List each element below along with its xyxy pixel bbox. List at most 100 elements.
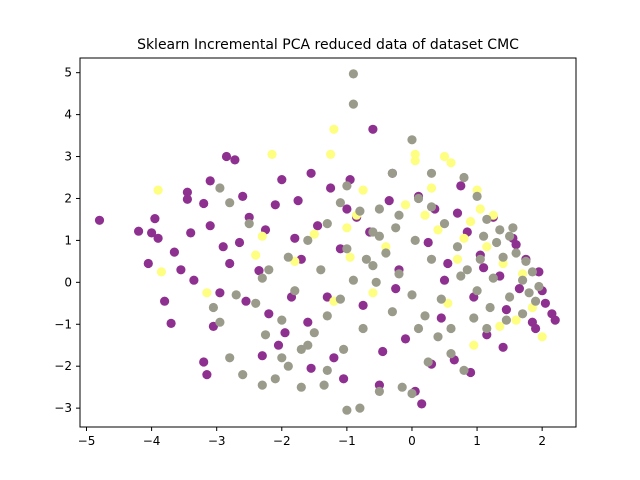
x-tick-label: −4	[143, 434, 161, 448]
scatter-point-gray	[215, 317, 225, 327]
scatter-point-gray	[472, 286, 482, 296]
scatter-point-purple	[339, 374, 349, 384]
scatter-point-gray	[319, 380, 329, 390]
scatter-point-yellow	[257, 231, 267, 241]
scatter-point-yellow	[251, 250, 261, 260]
axes-frame	[79, 57, 577, 428]
scatter-point-gray	[257, 273, 267, 283]
scatter-point-gray	[371, 277, 381, 287]
scatter-point-purple	[241, 296, 251, 306]
scatter-point-yellow	[452, 254, 463, 264]
scatter-point-gray	[524, 288, 534, 298]
scatter-point-purple	[329, 353, 339, 363]
scatter-point-gray	[342, 181, 352, 191]
scatter-point-gray	[322, 219, 332, 229]
scatter-point-gray	[407, 290, 417, 300]
scatter-point-gray	[296, 344, 306, 354]
scatter-point-gray	[290, 286, 300, 296]
scatter-point-purple	[280, 328, 290, 338]
scatter-point-purple	[215, 288, 225, 298]
scatter-point-gray	[394, 210, 404, 220]
scatter-point-gray	[225, 353, 235, 363]
scatter-point-gray	[436, 294, 446, 304]
scatter-point-gray	[225, 198, 235, 208]
scatter-point-gray	[426, 202, 437, 212]
scatter-point-purple	[254, 266, 264, 276]
scatter-point-purple	[234, 237, 245, 248]
scatter-point-purple	[439, 275, 450, 285]
scatter-point-gray	[452, 242, 463, 252]
scatter-point-gray	[413, 323, 424, 334]
scatter-point-gray	[534, 281, 544, 292]
x-tick-label: −3	[208, 434, 226, 448]
scatter-point-gray	[394, 269, 404, 279]
scatter-point-purple	[306, 363, 316, 373]
scatter-point-gray	[413, 193, 424, 204]
scatter-point-gray	[303, 235, 313, 245]
scatter-point-purple	[501, 305, 511, 315]
scatter-point-purple	[482, 330, 492, 340]
scatter-point-yellow	[518, 269, 528, 279]
scatter-point-gray	[446, 349, 456, 359]
scatter-point-purple	[326, 183, 336, 193]
scatter-point-yellow	[511, 315, 521, 325]
scatter-point-purple	[290, 233, 300, 243]
scatter-point-gray	[270, 374, 280, 384]
scatter-point-gray	[420, 311, 430, 321]
scatter-point-purple	[550, 315, 560, 325]
scatter-point-gray	[316, 265, 326, 275]
scatter-point-gray	[423, 357, 433, 367]
scatter-point-gray	[244, 219, 254, 229]
scatter-point-gray	[482, 323, 492, 334]
scatter-point-yellow	[439, 151, 450, 162]
scatter-point-purple	[182, 194, 192, 204]
scatter-point-purple	[313, 221, 323, 231]
scatter-point-purple	[143, 258, 153, 269]
scatter-point-gray	[368, 227, 378, 237]
points-layer	[94, 69, 560, 415]
scatter-point-yellow	[267, 149, 277, 159]
x-tick-label: 2	[538, 434, 546, 448]
scatter-point-gray	[387, 307, 397, 317]
scatter-point-gray	[303, 340, 313, 350]
scatter-point-yellow	[400, 200, 411, 210]
scatter-point-gray	[459, 172, 469, 183]
scatter-point-purple	[169, 247, 179, 257]
scatter-point-yellow	[329, 124, 339, 134]
scatter-point-gray	[518, 309, 528, 319]
scatter-point-yellow	[345, 252, 355, 262]
y-tick-label: 3	[64, 150, 72, 164]
scatter-point-yellow	[469, 340, 479, 350]
scatter-point-purple	[277, 175, 287, 185]
scatter-point-gray	[518, 275, 528, 285]
scatter-point-gray	[260, 330, 271, 340]
scatter-point-gray	[348, 275, 358, 285]
scatter-point-gray	[374, 386, 384, 396]
scatter-point-purple	[342, 204, 352, 214]
scatter-point-purple	[244, 212, 254, 222]
scatter-point-gray	[277, 315, 287, 325]
scatter-point-purple	[182, 187, 192, 197]
x-tick-label: 1	[473, 434, 481, 448]
scatter-point-gray	[472, 191, 482, 201]
scatter-point-gray	[459, 365, 469, 375]
axes-layer: −5 −4 −3 −2 −1 0 1 2 −3 −2 −1 0 1 2 3 4 5	[54, 57, 577, 448]
scatter-point-purple	[150, 214, 160, 224]
scatter-point-gray	[257, 380, 267, 390]
scatter-point-purple	[166, 318, 176, 328]
scatter-point-purple	[293, 196, 303, 206]
scatter-point-purple	[199, 357, 209, 367]
scatter-point-purple	[540, 298, 551, 308]
scatter-point-purple	[230, 155, 240, 165]
scatter-point-purple	[303, 317, 313, 327]
scatter-point-purple	[153, 233, 163, 243]
scatter-point-yellow	[537, 332, 547, 342]
scatter-point-gray	[482, 214, 492, 224]
scatter-point-gray	[462, 265, 472, 275]
scatter-point-gray	[456, 271, 466, 281]
scatter-point-gray	[374, 231, 384, 241]
scatter-point-yellow	[466, 216, 476, 227]
scatter-point-yellow	[368, 288, 378, 298]
y-tick-label: 1	[64, 233, 72, 247]
